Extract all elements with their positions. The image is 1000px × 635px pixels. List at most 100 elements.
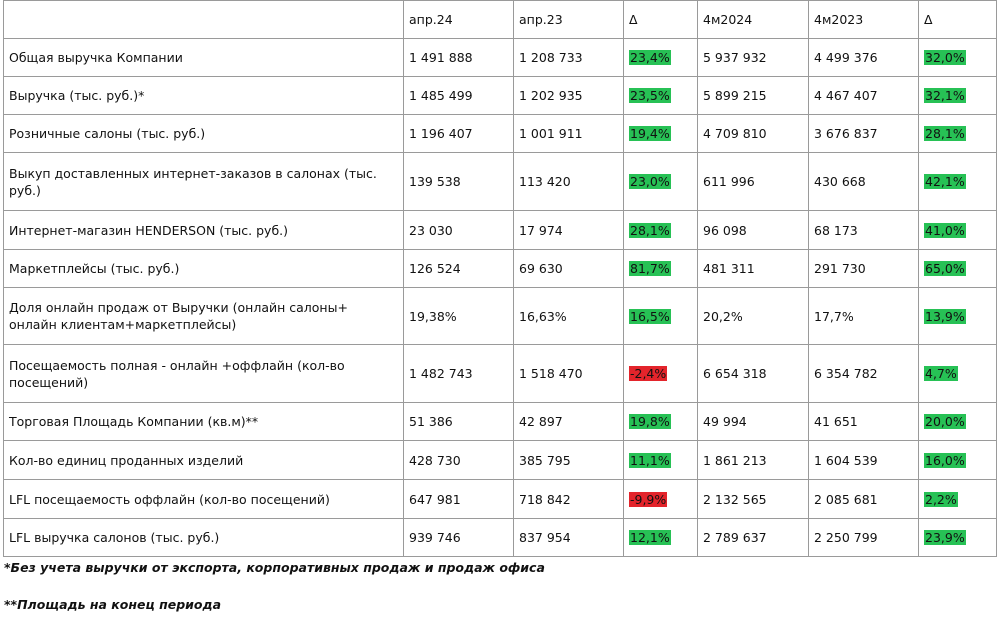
- table-cell: Маркетплейсы (тыс. руб.): [3, 249, 404, 288]
- table-cell: 42 897: [513, 402, 624, 441]
- table-cell: Δ: [918, 0, 997, 39]
- table-cell: 13,9%: [918, 287, 997, 345]
- table-cell: 5 937 932: [697, 38, 809, 77]
- delta-highlight: 41,0%: [924, 222, 966, 238]
- table-cell: LFL посещаемость оффлайн (кол-во посещен…: [3, 479, 404, 519]
- table-cell: 139 538: [403, 152, 514, 211]
- delta-highlight: 16,5%: [629, 308, 671, 324]
- table-cell: 2,2%: [918, 479, 997, 519]
- table-row: Маркетплейсы (тыс. руб.) 126 524 69 630 81,…: [3, 249, 997, 288]
- table-cell: Кол-во единиц проданных изделий: [3, 440, 404, 480]
- table-cell: Доля онлайн продаж от Выручки (онлайн са…: [3, 287, 404, 345]
- table-cell: 4,7%: [918, 344, 997, 403]
- table-cell: 1 604 539: [808, 440, 919, 480]
- table-cell: -9,9%: [623, 479, 698, 519]
- footnote: *Без учета выручки от экспорта, корпорат…: [4, 560, 545, 575]
- table-row: Торговая Площадь Компании (кв.м)** 51 386…: [3, 402, 997, 441]
- table-cell: 11,1%: [623, 440, 698, 480]
- delta-highlight: 28,1%: [924, 126, 966, 141]
- delta-highlight: 81,7%: [629, 261, 671, 276]
- table-cell: 42,1%: [918, 152, 997, 211]
- table-cell: 65,0%: [918, 249, 997, 288]
- table-cell: 291 730: [808, 249, 919, 288]
- table-cell: апр.23: [513, 0, 624, 39]
- table-cell: 1 001 911: [513, 114, 624, 153]
- table-cell: 32,0%: [918, 38, 997, 77]
- table-cell: 23,9%: [918, 518, 997, 557]
- table-cell: 4 467 407: [808, 76, 919, 115]
- table-cell: 20,2%: [697, 287, 809, 345]
- delta-highlight: 32,1%: [924, 88, 966, 103]
- table-cell: 4м2024: [697, 0, 809, 39]
- table-cell: 20,0%: [918, 402, 997, 441]
- delta-highlight: 23,9%: [924, 530, 966, 545]
- table-row: Посещаемость полная - онлайн +оффлайн (к…: [3, 344, 997, 403]
- table-cell: 481 311: [697, 249, 809, 288]
- table-cell: 1 518 470: [513, 344, 624, 403]
- delta-highlight: -9,9%: [629, 491, 668, 507]
- delta-highlight: 2,2%: [924, 491, 958, 507]
- table-cell: 1 861 213: [697, 440, 809, 480]
- table-cell: 3 676 837: [808, 114, 919, 153]
- table-cell: 6 654 318: [697, 344, 809, 403]
- table-cell: 81,7%: [623, 249, 698, 288]
- delta-highlight: 23,0%: [629, 174, 671, 189]
- table-cell: 2 250 799: [808, 518, 919, 557]
- table-cell: 2 789 637: [697, 518, 809, 557]
- table-cell: Посещаемость полная - онлайн +оффлайн (к…: [3, 344, 404, 403]
- table-cell: 126 524: [403, 249, 514, 288]
- table-cell: 51 386: [403, 402, 514, 441]
- table-cell: 611 996: [697, 152, 809, 211]
- delta-highlight: 11,1%: [629, 452, 671, 468]
- table-row: Выкуп доставленных интернет-заказов в са…: [3, 152, 997, 211]
- table-cell: 1 202 935: [513, 76, 624, 115]
- table-cell: 837 954: [513, 518, 624, 557]
- table-cell: апр.24: [403, 0, 514, 39]
- table-cell: 23,4%: [623, 38, 698, 77]
- table-cell: 17,7%: [808, 287, 919, 345]
- table-cell: 1 485 499: [403, 76, 514, 115]
- data-table: апр.24 апр.23 Δ 4м2024 4м2023 Δ Общая выручка …: [3, 0, 997, 557]
- table-cell: 23,5%: [623, 76, 698, 115]
- delta-highlight: 16,0%: [924, 452, 966, 468]
- table-cell: 28,1%: [623, 210, 698, 250]
- table-cell: 4 709 810: [697, 114, 809, 153]
- delta-highlight: 13,9%: [924, 308, 966, 324]
- table-cell: 23,0%: [623, 152, 698, 211]
- delta-highlight: 19,4%: [629, 126, 671, 141]
- table-row: Доля онлайн продаж от Выручки (онлайн са…: [3, 287, 997, 345]
- table-row: Розничные салоны (тыс. руб.) 1 196 407 1 0…: [3, 114, 997, 153]
- table-cell: 19,4%: [623, 114, 698, 153]
- footnote: **Площадь на конец периода: [4, 597, 222, 612]
- table-cell: -2,4%: [623, 344, 698, 403]
- table-cell: 1 196 407: [403, 114, 514, 153]
- table-cell: 939 746: [403, 518, 514, 557]
- delta-highlight: 28,1%: [629, 222, 671, 238]
- table-row: Общая выручка Компании 1 491 888 1 208 733…: [3, 38, 997, 77]
- table-row: Выручка (тыс. руб.)* 1 485 499 1 202 935 23…: [3, 76, 997, 115]
- table-cell: 6 354 782: [808, 344, 919, 403]
- table-cell: 28,1%: [918, 114, 997, 153]
- table-cell: 4м2023: [808, 0, 919, 39]
- delta-highlight: 20,0%: [924, 414, 966, 429]
- table-cell: 41 651: [808, 402, 919, 441]
- table-cell: 17 974: [513, 210, 624, 250]
- delta-highlight: 4,7%: [924, 366, 958, 381]
- delta-highlight: -2,4%: [629, 366, 668, 381]
- table-cell: 68 173: [808, 210, 919, 250]
- table-cell: 113 420: [513, 152, 624, 211]
- table-cell: 1 208 733: [513, 38, 624, 77]
- table-cell: 16,63%: [513, 287, 624, 345]
- table-row: LFL посещаемость оффлайн (кол-во посещен…: [3, 479, 997, 519]
- delta-highlight: 32,0%: [924, 50, 966, 65]
- table-row: Интернет-магазин HENDERSON (тыс. руб.) 23…: [3, 210, 997, 250]
- table-cell: 12,1%: [623, 518, 698, 557]
- delta-highlight: 42,1%: [924, 174, 966, 189]
- table-cell: 5 899 215: [697, 76, 809, 115]
- delta-highlight: 23,5%: [629, 88, 671, 103]
- table-cell: 16,0%: [918, 440, 997, 480]
- table-cell: 1 482 743: [403, 344, 514, 403]
- table-cell: 41,0%: [918, 210, 997, 250]
- delta-highlight: 65,0%: [924, 261, 966, 276]
